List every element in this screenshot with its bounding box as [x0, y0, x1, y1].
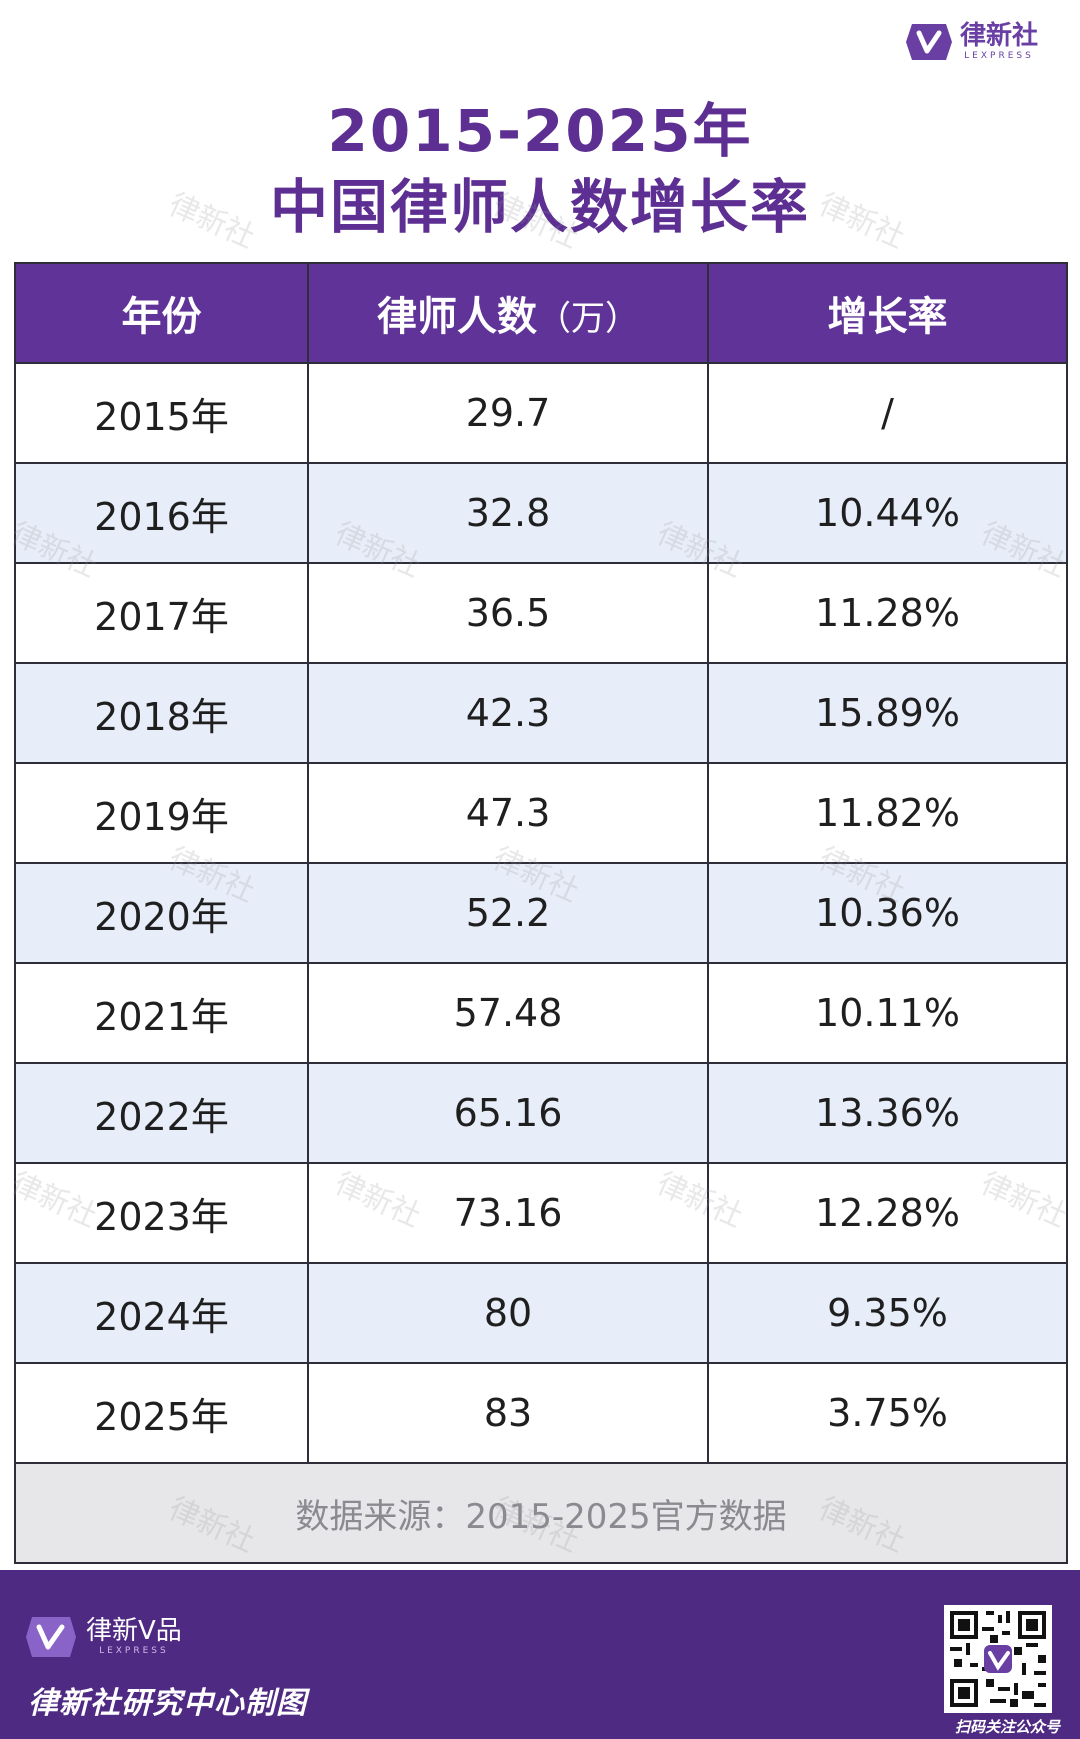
- header-growth: 增长率: [707, 262, 1068, 364]
- cell-count: 42.3: [307, 662, 709, 764]
- header-count: 律师人数（万）: [307, 262, 709, 364]
- cell-year: 2024年: [14, 1262, 309, 1364]
- cell-count: 65.16: [307, 1062, 709, 1164]
- table-row: 2016年 32.8 10.44%: [14, 462, 1068, 564]
- table-row: 2024年 80 9.35%: [14, 1262, 1068, 1364]
- footer-logo-subtitle: LEXPRESS: [99, 1646, 169, 1656]
- cell-growth: 15.89%: [707, 662, 1068, 764]
- table-row: 2022年 65.16 13.36%: [14, 1062, 1068, 1164]
- title-line-1: 2015-2025年: [327, 97, 753, 165]
- data-source-note: 数据来源：2015-2025官方数据: [14, 1462, 1068, 1564]
- source-row: 数据来源：2015-2025官方数据: [14, 1462, 1068, 1564]
- table-header-row: 年份 律师人数（万） 增长率: [14, 262, 1068, 364]
- table-row: 2017年 36.5 11.28%: [14, 562, 1068, 664]
- cell-growth: 11.28%: [707, 562, 1068, 664]
- footer-logo-name: 律新V品: [86, 1616, 182, 1646]
- footer-banner: 律新V品 LEXPRESS 律新社研究中心制图 扫码关注公众号: [0, 1570, 1080, 1739]
- table-row: 2021年 57.48 10.11%: [14, 962, 1068, 1064]
- cell-year: 2021年: [14, 962, 309, 1064]
- cell-count: 80: [307, 1262, 709, 1364]
- cell-count: 47.3: [307, 762, 709, 864]
- cell-growth: 12.28%: [707, 1162, 1068, 1264]
- cell-year: 2015年: [14, 362, 309, 464]
- cell-count: 36.5: [307, 562, 709, 664]
- header-year: 年份: [14, 262, 309, 364]
- cell-year: 2025年: [14, 1362, 309, 1464]
- lexpress-logo-icon: [905, 24, 952, 60]
- footer-logo: 律新V品 LEXPRESS: [24, 1615, 182, 1659]
- table-row: 2023年 73.16 12.28%: [14, 1162, 1068, 1264]
- cell-growth: 3.75%: [707, 1362, 1068, 1464]
- cell-count: 57.48: [307, 962, 709, 1064]
- cell-growth: 10.36%: [707, 862, 1068, 964]
- qr-caption: 扫码关注公众号: [954, 1718, 1060, 1736]
- cell-count: 83: [307, 1362, 709, 1464]
- table-row: 2019年 47.3 11.82%: [14, 762, 1068, 864]
- cell-growth: 10.11%: [707, 962, 1068, 1064]
- brand-logo: 律新社 LEXPRESS: [905, 21, 1038, 62]
- cell-growth: 9.35%: [707, 1262, 1068, 1364]
- cell-year: 2018年: [14, 662, 309, 764]
- cell-growth: 13.36%: [707, 1062, 1068, 1164]
- qr-code[interactable]: [944, 1605, 1052, 1713]
- cell-year: 2016年: [14, 462, 309, 564]
- table-row: 2015年 29.7 /: [14, 362, 1068, 464]
- cell-growth: 10.44%: [707, 462, 1068, 564]
- brand-logo-subtitle: LEXPRESS: [964, 51, 1034, 61]
- table-row: 2025年 83 3.75%: [14, 1362, 1068, 1464]
- table-row: 2018年 42.3 15.89%: [14, 662, 1068, 764]
- brand-logo-name: 律新社: [959, 21, 1038, 51]
- cell-count: 73.16: [307, 1162, 709, 1264]
- cell-growth: 11.82%: [707, 762, 1068, 864]
- cell-count: 52.2: [307, 862, 709, 964]
- cell-growth: /: [707, 362, 1068, 464]
- cell-year: 2023年: [14, 1162, 309, 1264]
- title-line-2: 中国律师人数增长率: [269, 173, 810, 241]
- cell-count: 32.8: [307, 462, 709, 564]
- qr-code-icon: [946, 1607, 1050, 1711]
- footer-title: 律新社研究中心制图: [28, 1686, 307, 1721]
- cell-year: 2022年: [14, 1062, 309, 1164]
- cell-year: 2017年: [14, 562, 309, 664]
- cell-count: 29.7: [307, 362, 709, 464]
- header-count-unit: （万）: [537, 299, 639, 339]
- cell-year: 2019年: [14, 762, 309, 864]
- table-row: 2020年 52.2 10.36%: [14, 862, 1068, 964]
- cell-year: 2020年: [14, 862, 309, 964]
- page-title: 2015-2025年 中国律师人数增长率: [0, 93, 1080, 245]
- lexpress-v-logo-icon: [26, 1617, 76, 1657]
- lawyer-count-table: 年份 律师人数（万） 增长率 2015年 29.7 / 2016年 32.8 1…: [14, 262, 1068, 1564]
